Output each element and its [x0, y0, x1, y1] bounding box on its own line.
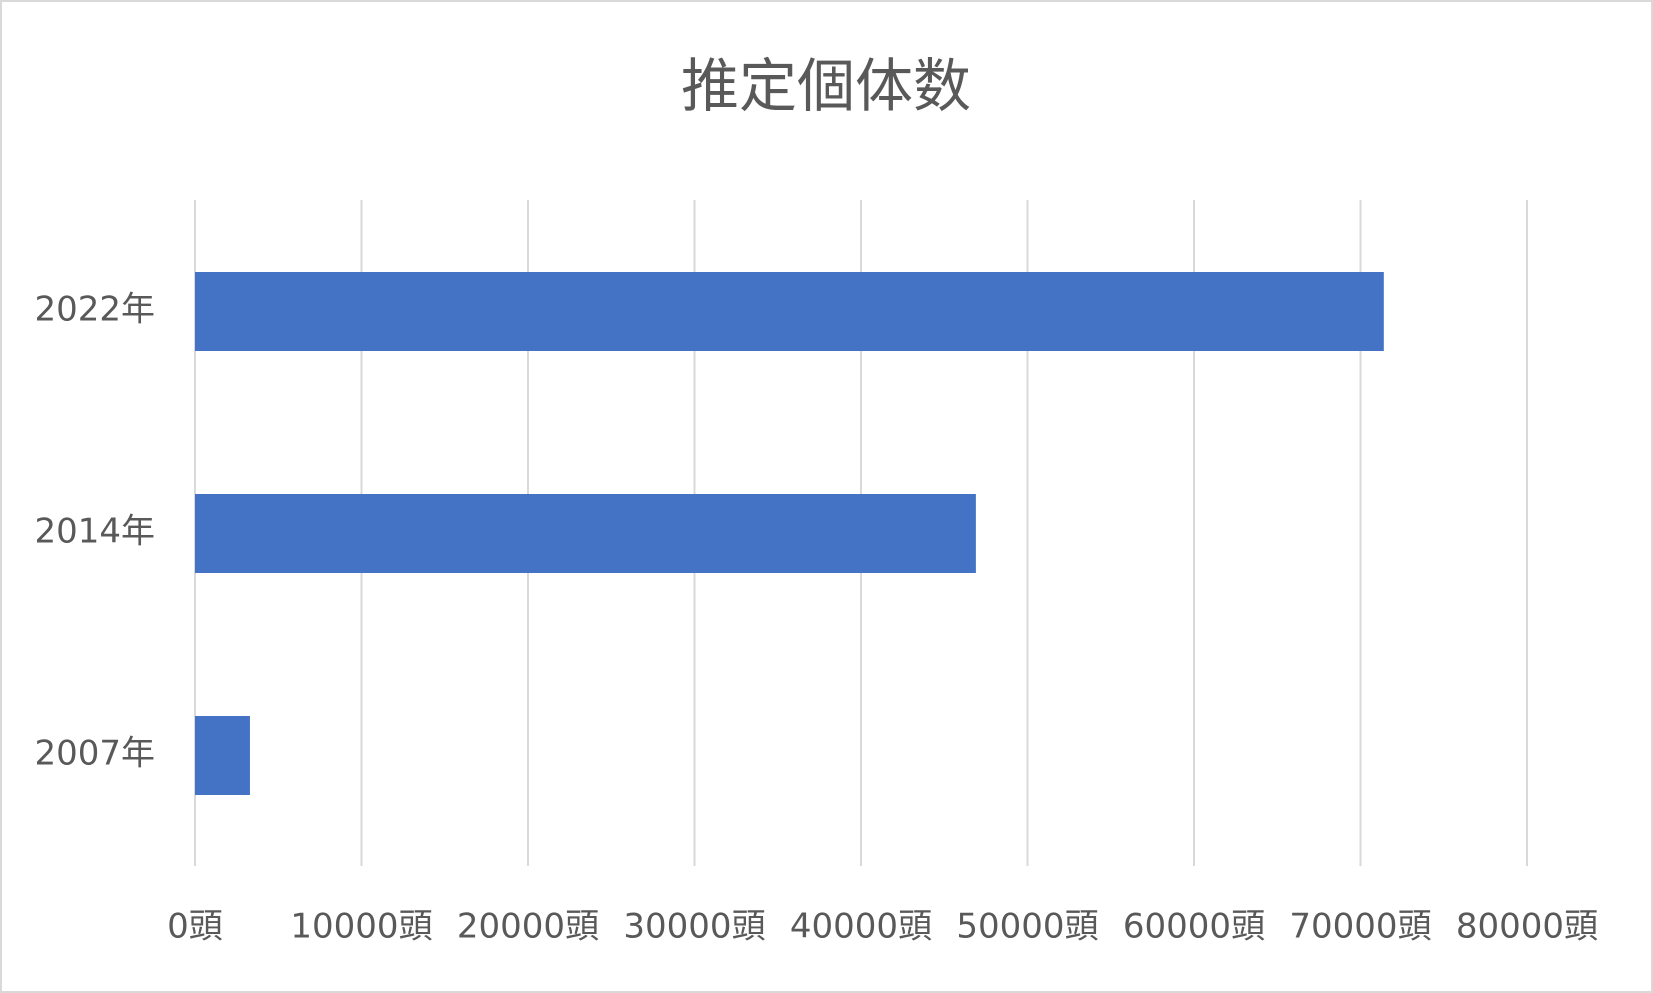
- chart-title: 推定個体数: [681, 52, 971, 120]
- x-tick-label: 60000頭: [1123, 907, 1265, 947]
- x-tick-label: 50000頭: [956, 907, 1098, 947]
- x-tick-label: 10000頭: [290, 907, 432, 947]
- bar: [195, 716, 250, 795]
- x-tick-label: 30000頭: [623, 907, 765, 947]
- x-tick-label: 70000頭: [1289, 907, 1431, 947]
- bar: [195, 272, 1384, 351]
- y-tick-label: 2014年: [34, 512, 155, 552]
- y-tick-label: 2007年: [34, 734, 155, 774]
- x-tick-label: 40000頭: [790, 907, 932, 947]
- y-tick-label: 2022年: [34, 290, 155, 330]
- x-tick-label: 0頭: [167, 907, 223, 947]
- x-tick-label: 20000頭: [457, 907, 599, 947]
- x-tick-label: 80000頭: [1456, 907, 1598, 947]
- bar: [195, 494, 976, 573]
